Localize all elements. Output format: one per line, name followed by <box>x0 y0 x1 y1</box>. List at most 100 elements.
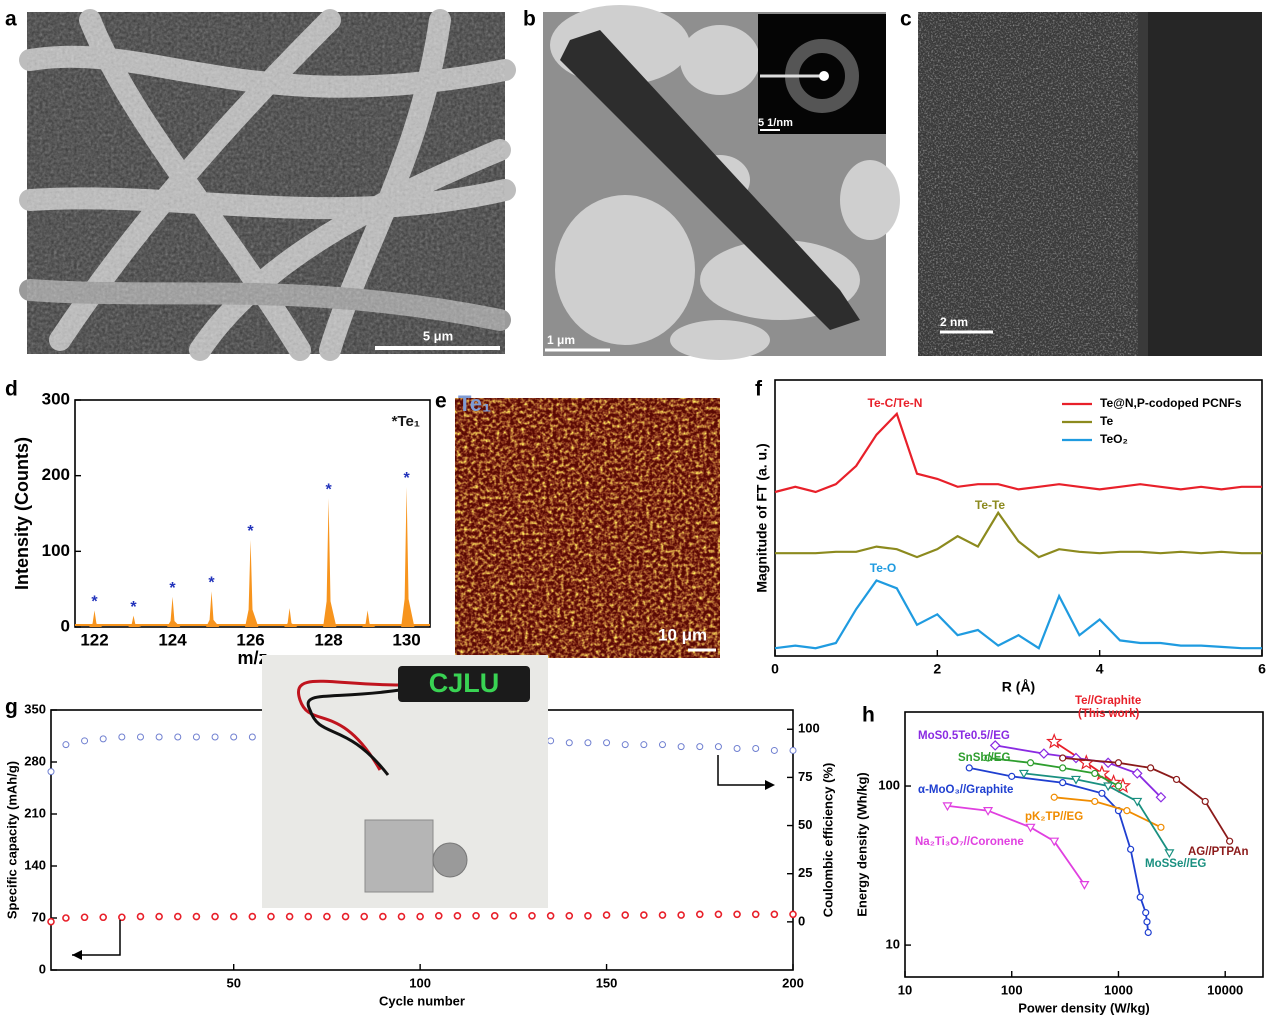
marker <box>472 911 480 920</box>
marker <box>658 741 666 749</box>
marker <box>155 912 163 921</box>
marker <box>733 745 741 753</box>
series-label: Te//Graphite <box>1075 695 1141 707</box>
panel-label: g <box>5 696 18 719</box>
x-tick-label: 4 <box>1096 661 1104 677</box>
marker <box>1059 764 1067 772</box>
marker <box>1164 849 1175 859</box>
marker <box>752 745 760 753</box>
marker <box>62 914 70 922</box>
marker <box>47 917 55 926</box>
series-label: MoSSe//EG <box>1145 858 1206 870</box>
scale-bar-label: 5 1/nm <box>758 117 793 129</box>
marker <box>397 912 406 921</box>
y-axis-label: Magnitude of FT (a. u.) <box>754 443 770 592</box>
marker <box>99 735 107 743</box>
scale-bar-label: 2 nm <box>940 315 968 329</box>
marker <box>565 739 573 747</box>
marker <box>1136 893 1144 901</box>
marker <box>341 912 350 921</box>
peak-marker: * <box>169 580 176 597</box>
series-label: MoS0.5Te0.5//EG <box>918 730 1010 742</box>
marker <box>434 911 443 920</box>
marker <box>99 913 108 922</box>
marker <box>714 743 722 751</box>
arrow-head <box>765 780 775 790</box>
peak <box>89 610 103 627</box>
marker <box>1026 759 1035 767</box>
marker <box>1098 789 1106 797</box>
marker <box>1070 775 1082 785</box>
marker <box>1114 782 1123 790</box>
hole <box>680 25 760 95</box>
marker <box>983 807 994 816</box>
marker <box>1142 909 1150 917</box>
x-tick-label: 0 <box>771 661 779 677</box>
y2-axis-label: Coulombic efficiency (%) <box>820 763 835 918</box>
legend-label: Te <box>1100 414 1113 428</box>
peak <box>362 610 376 627</box>
y-axis-label: Energy density (Wh/kg) <box>854 772 869 916</box>
marker <box>528 911 536 920</box>
marker <box>173 912 182 921</box>
peak <box>245 539 259 627</box>
marker <box>1049 837 1060 847</box>
marker <box>490 911 499 920</box>
central-spot <box>819 71 829 81</box>
marker <box>640 741 648 749</box>
marker <box>118 733 126 741</box>
legend-label: TeO₂ <box>1100 432 1128 446</box>
marker <box>1226 837 1234 845</box>
nanofiber <box>560 30 860 330</box>
axis-arrow <box>717 755 772 786</box>
marker <box>136 912 145 921</box>
y-tick-label: 0 <box>61 616 70 635</box>
marker <box>621 911 630 919</box>
marker <box>248 733 256 741</box>
image-texture <box>918 12 1138 356</box>
y-tick-label: 280 <box>24 753 46 768</box>
marker <box>136 733 144 741</box>
marker <box>546 911 555 920</box>
y-tick-label: 140 <box>24 857 46 872</box>
marker <box>1201 797 1209 806</box>
legend-label: Te@N,P-codoped PCNFs <box>1100 396 1242 410</box>
x-tick-label: 10 <box>898 982 912 997</box>
peak-marker: * <box>130 599 137 616</box>
series-label: Na₂Ti₃O₇//Coronene <box>915 836 1024 848</box>
hole <box>670 320 770 360</box>
led-panel <box>398 666 530 702</box>
marker <box>1018 769 1029 779</box>
marker <box>1157 823 1165 831</box>
marker <box>323 912 331 921</box>
y-tick-label: 210 <box>24 805 46 820</box>
series-label: SnSb//EG <box>958 752 1010 764</box>
scale-bar-label: 5 μm <box>423 328 453 343</box>
marker <box>248 912 257 921</box>
marker <box>80 913 89 922</box>
marker <box>118 913 126 922</box>
marker <box>453 911 462 920</box>
series-label: α-MoO₃//Graphite <box>918 784 1013 796</box>
peak <box>401 487 415 627</box>
marker <box>733 910 741 919</box>
marker <box>989 740 1001 751</box>
y-axis-label: Specific capacity (mAh/g) <box>4 761 19 919</box>
y-tick-label: 350 <box>24 701 46 716</box>
image-texture <box>455 398 720 658</box>
y-tick-label: 200 <box>42 465 70 484</box>
x-tick-label: 124 <box>158 630 187 649</box>
marker <box>677 743 685 751</box>
marker <box>640 911 648 919</box>
tem-image: 5 1/nm 1 μm <box>543 5 900 360</box>
marker <box>155 733 163 741</box>
mapping-image: Te₁ 10 μm <box>455 391 720 658</box>
x-tick-label: 50 <box>226 975 240 990</box>
x-tick-label: 126 <box>236 630 264 649</box>
x-tick-label: 200 <box>782 975 804 990</box>
marker <box>696 743 704 751</box>
marker <box>1103 782 1114 792</box>
marker <box>1172 775 1181 784</box>
marker <box>621 741 629 749</box>
led-text: CJLU <box>429 668 500 698</box>
